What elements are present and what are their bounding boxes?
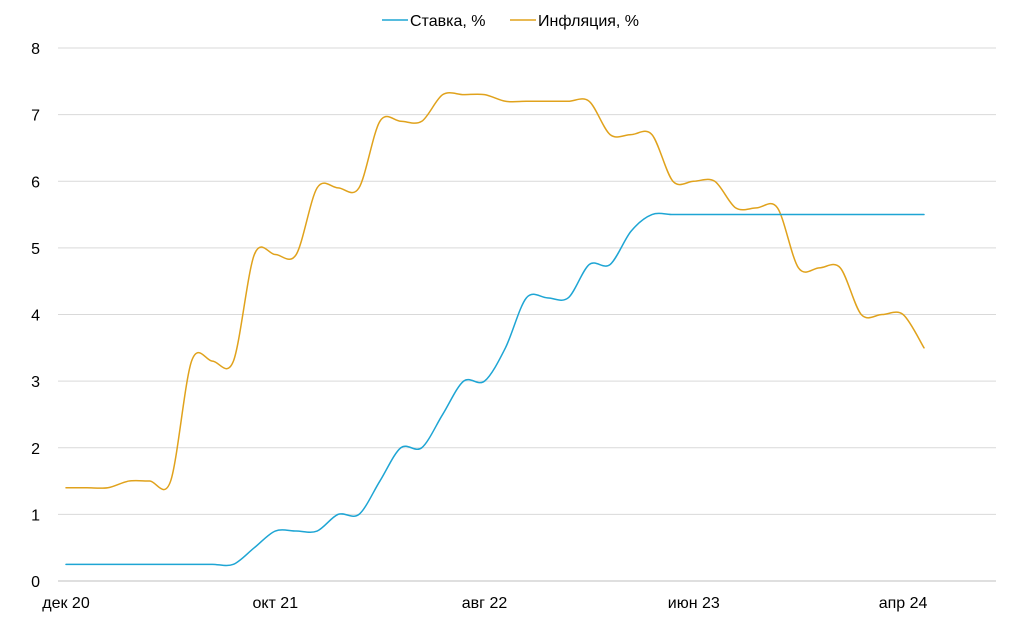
axes: 0 1 2 3 4 5 6 7 8 дек 20 окт 21 авг 22 июн 23 апр 24 [31,41,927,612]
legend: Ставка, % Инфляция, % [382,13,639,30]
series-line-rate [65,212,925,567]
y-tick-label: 7 [31,108,40,125]
gridlines [58,47,996,582]
x-tick-label: июн 23 [668,595,720,612]
y-tick-label: 3 [31,374,40,391]
x-tick-label: авг 22 [462,595,508,612]
series-line-inflation [65,92,925,491]
x-tick-label: дек 20 [42,595,90,612]
legend-label: Инфляция, % [538,13,639,30]
y-tick-label: 5 [31,241,40,258]
y-tick-label: 0 [31,574,40,591]
series-lines [65,92,925,567]
x-tick-label: апр 24 [879,595,928,612]
x-tick-label: окт 21 [252,595,298,612]
y-tick-label: 8 [31,41,40,58]
legend-label: Ставка, % [410,13,485,30]
y-tick-label: 6 [31,174,40,191]
y-tick-label: 1 [31,507,40,524]
y-tick-label: 2 [31,441,40,458]
y-tick-label: 4 [31,308,40,325]
